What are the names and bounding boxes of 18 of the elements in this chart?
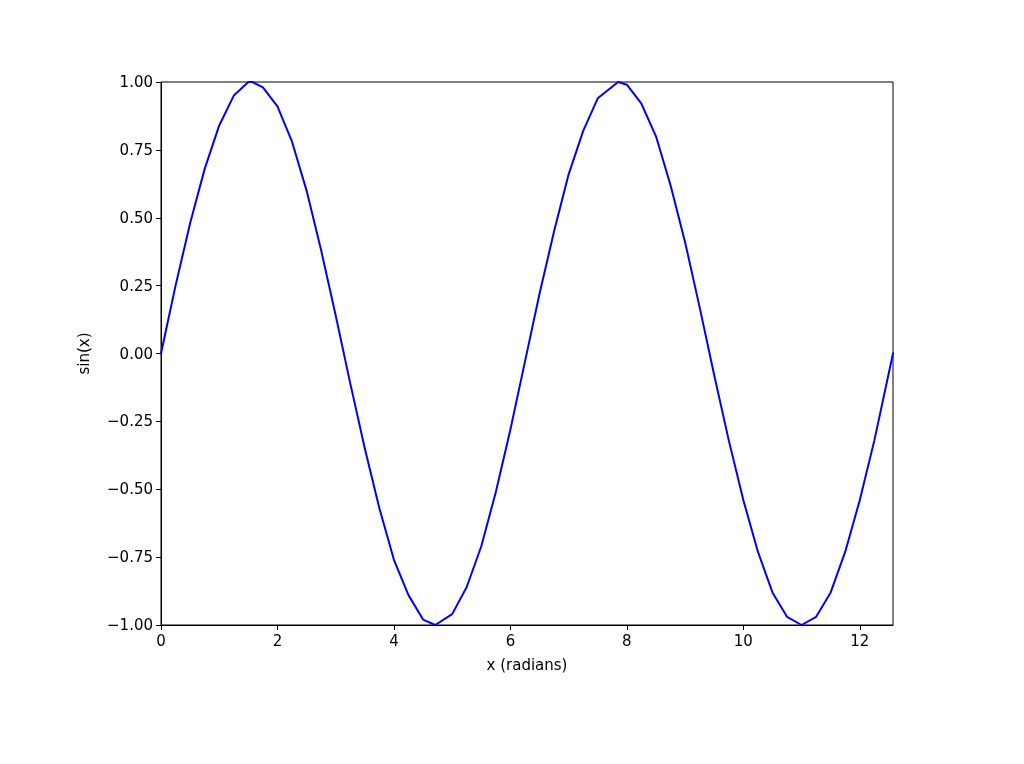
y-tick-label: 0.25 <box>119 276 153 295</box>
y-tick-label: 0.75 <box>119 140 153 159</box>
y-tick-label: 1.00 <box>119 73 153 91</box>
y-tick-label: 0.50 <box>119 208 153 227</box>
x-tick-label: 8 <box>622 631 632 650</box>
y-tick-label: −0.25 <box>107 412 153 431</box>
x-tick-label: 2 <box>272 631 283 650</box>
y-tick-label: −1.00 <box>107 616 153 634</box>
y-tick-label: −0.50 <box>107 480 153 499</box>
x-tick-label: 6 <box>505 631 516 650</box>
x-tick-label: 12 <box>850 631 870 650</box>
y-axis-title: sin(x) <box>74 332 93 375</box>
x-tick-label: 4 <box>389 631 399 650</box>
x-tick-label: 0 <box>156 631 166 650</box>
x-axis-title: x (radians) <box>486 655 568 674</box>
y-tick-label: −0.75 <box>107 548 153 567</box>
x-tick-label: 10 <box>733 631 753 650</box>
y-tick-label: 0.00 <box>119 344 153 363</box>
